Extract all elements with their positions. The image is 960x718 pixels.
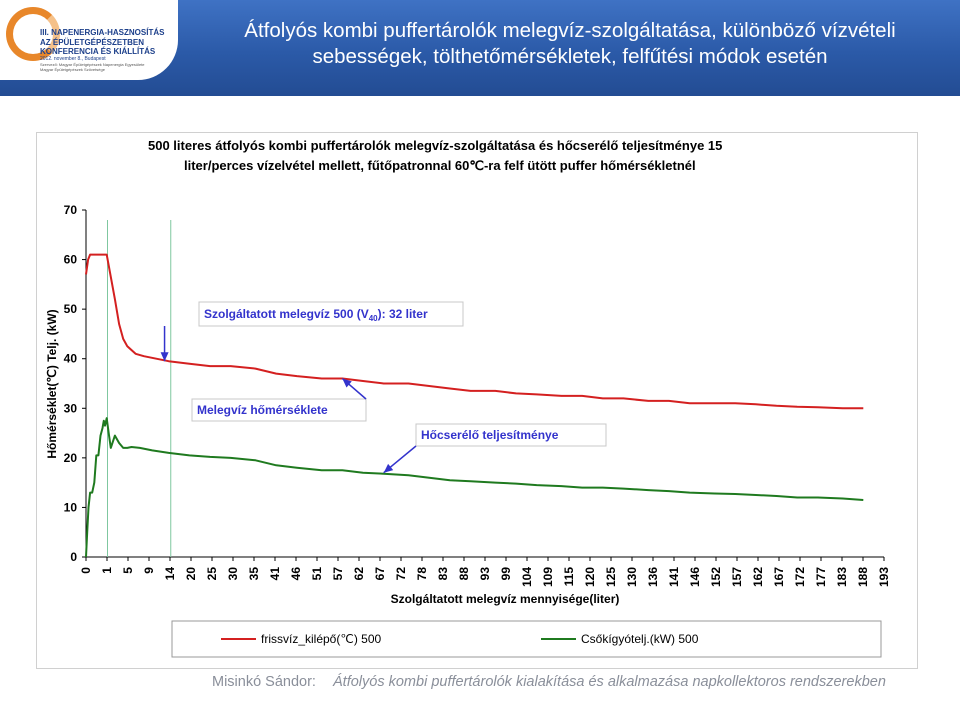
chart-frame [36, 132, 918, 669]
x-tick-label: 157 [730, 567, 744, 587]
x-tick-label: 0 [79, 567, 93, 574]
legend-label-red: frissvíz_kilépő(℃) 500 [261, 632, 382, 646]
x-tick-label: 167 [772, 567, 786, 587]
x-tick-label: 9 [142, 567, 156, 574]
x-tick-label: 183 [835, 567, 849, 587]
slide-header: III. NAPENERGIA-HASZNOSÍTÁS AZ ÉPÜLETGÉP… [0, 0, 960, 96]
logo-sun-ring-icon [6, 7, 60, 61]
x-tick-label: 30 [226, 567, 240, 581]
x-tick-label: 1 [100, 567, 114, 574]
y-tick-label: 40 [64, 352, 78, 366]
logo-text-line6: Magyar Épületgépészek Szövetsége [40, 67, 105, 72]
footer-author: Misinkó Sándor: [212, 674, 316, 690]
y-tick-label: 20 [64, 451, 78, 465]
x-tick-label: 115 [562, 567, 576, 587]
x-tick-label: 20 [184, 567, 198, 581]
x-tick-label: 162 [751, 567, 765, 587]
x-tick-label: 51 [310, 567, 324, 581]
x-tick-label: 188 [856, 567, 870, 587]
callout-arrowhead-icon [383, 463, 394, 473]
logo-text-line4: 2012. november 8., Budapest [40, 56, 106, 62]
x-tick-label: 35 [247, 567, 261, 581]
x-tick-label: 25 [205, 567, 219, 581]
slide-footer: Misinkó Sándor: Átfolyós kombi puffertár… [0, 670, 960, 700]
chart-title-line2: liter/perces vízelvétel mellett, fűtőpat… [184, 158, 696, 173]
series-line-exchanger-power [85, 417, 864, 558]
x-tick-label: 104 [520, 567, 534, 587]
y-tick-label: 0 [70, 550, 77, 564]
y-tick-label: 30 [64, 401, 78, 415]
x-tick-label: 125 [604, 567, 618, 587]
legend-label-green: Csőkígyótelj.(kW) 500 [581, 632, 699, 646]
x-tick-label: 152 [709, 567, 723, 587]
x-tick-label: 120 [583, 567, 597, 587]
y-tick-label: 10 [64, 500, 78, 514]
logo-text-line2: AZ ÉPÜLETGÉPÉSZETBEN [40, 38, 145, 47]
x-tick-label: 130 [625, 567, 639, 587]
x-tick-label: 14 [163, 567, 177, 581]
callout-text-served: Szolgáltatott melegvíz 500 (V40): 32 lit… [204, 307, 428, 323]
chart-legend: frissvíz_kilépő(℃) 500 Csőkígyótelj.(kW)… [171, 620, 882, 658]
x-tick-label: 177 [814, 567, 828, 587]
footer-work-title: Átfolyós kombi puffertárolók kialakítása… [333, 674, 886, 690]
y-tick-label: 70 [64, 203, 78, 217]
y-tick-label: 60 [64, 253, 78, 267]
y-axis-label: Hőmérséklet(℃) Telj. (kW) [45, 309, 59, 458]
callout-arrowhead-icon [160, 352, 169, 362]
x-tick-label: 67 [373, 567, 387, 581]
logo-text-line3: KONFERENCIA ÉS KIÁLLÍTÁS [40, 47, 156, 56]
x-tick-label: 172 [793, 567, 807, 587]
x-tick-label: 93 [478, 567, 492, 581]
callout-text-hotwater: Melegvíz hőmérséklete [197, 403, 328, 417]
x-tick-label: 62 [352, 567, 366, 581]
x-tick-label: 99 [499, 567, 513, 581]
x-tick-label: 72 [394, 567, 408, 581]
conference-logo: III. NAPENERGIA-HASZNOSÍTÁS AZ ÉPÜLETGÉP… [0, 0, 178, 80]
line-chart: 500 literes átfolyós kombi puffertárolók… [36, 132, 918, 669]
x-tick-label: 41 [268, 567, 282, 581]
x-tick-label: 146 [688, 567, 702, 587]
callout-text-exchanger: Hőcserélő teljesítménye [421, 428, 559, 442]
x-tick-label: 193 [877, 567, 891, 587]
callout-box-hotwater [191, 398, 367, 422]
x-tick-label: 78 [415, 567, 429, 581]
logo-text-line5: Szervező: Magyar Épületgépészek Napenerg… [40, 62, 145, 67]
x-tick-label: 5 [121, 567, 135, 574]
x-tick-label: 57 [331, 567, 345, 581]
x-tick-label: 136 [646, 567, 660, 587]
x-tick-label: 83 [436, 567, 450, 581]
y-tick-label: 50 [64, 302, 78, 316]
slide-title-line1: Átfolyós kombi puffertárolók melegvíz-sz… [244, 19, 896, 42]
x-axis-label: Szolgáltatott melegvíz mennyisége(liter) [391, 592, 620, 606]
series-line-water-temperature [85, 253, 864, 410]
callout-box-exchanger [415, 423, 607, 447]
slide-title: Átfolyós kombi puffertárolók melegvíz-sz… [190, 18, 950, 70]
x-tick-label: 141 [667, 567, 681, 587]
callout-box-served [198, 301, 464, 327]
callout-arrowhead-icon [342, 378, 352, 388]
x-tick-label: 109 [541, 567, 555, 587]
x-tick-label: 46 [289, 567, 303, 581]
x-tick-label: 88 [457, 567, 471, 581]
slide-title-line2: sebességek, tölthetőmérsékletek, felfűté… [312, 45, 828, 68]
chart-panel: 500 literes átfolyós kombi puffertárolók… [36, 132, 918, 669]
chart-title-line1: 500 literes átfolyós kombi puffertárolók… [148, 138, 722, 153]
legend-box [171, 620, 882, 658]
logo-text-line1: III. NAPENERGIA-HASZNOSÍTÁS [40, 28, 165, 37]
